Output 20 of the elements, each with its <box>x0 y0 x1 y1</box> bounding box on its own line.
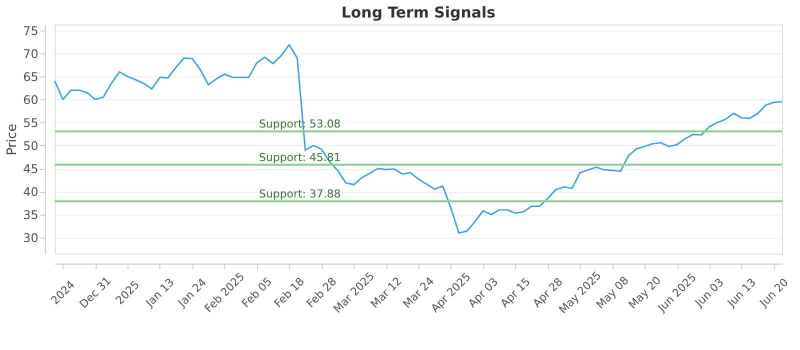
y-tick-label: 70 <box>23 46 38 61</box>
y-tick-label: 30 <box>23 231 38 246</box>
y-axis-title: Price <box>5 124 20 156</box>
y-tick-label: 60 <box>23 92 38 107</box>
line-series <box>54 44 783 234</box>
y-tick-label: 40 <box>23 185 38 200</box>
x-tick-label: Jun 20 <box>756 276 791 310</box>
y-tick-label: 50 <box>23 139 38 154</box>
x-tick-label: Jan 13 <box>142 276 177 310</box>
x-tick-label: Apr 15 <box>498 275 533 310</box>
x-tick-label: Jun 13 <box>724 276 759 310</box>
y-tick-label: 35 <box>23 208 38 222</box>
y-tick-label: 65 <box>23 70 38 84</box>
y-tick-label: 45 <box>23 162 38 176</box>
x-tick-label: Feb 18 <box>272 275 307 310</box>
x-tick-label: Dec 31 <box>77 274 114 311</box>
y-tick-label: 55 <box>23 116 38 130</box>
ref-line-label: Support: 37.88 <box>259 187 341 200</box>
y-tick-label: 75 <box>23 24 38 38</box>
chart-title: Long Term Signals <box>341 4 496 22</box>
